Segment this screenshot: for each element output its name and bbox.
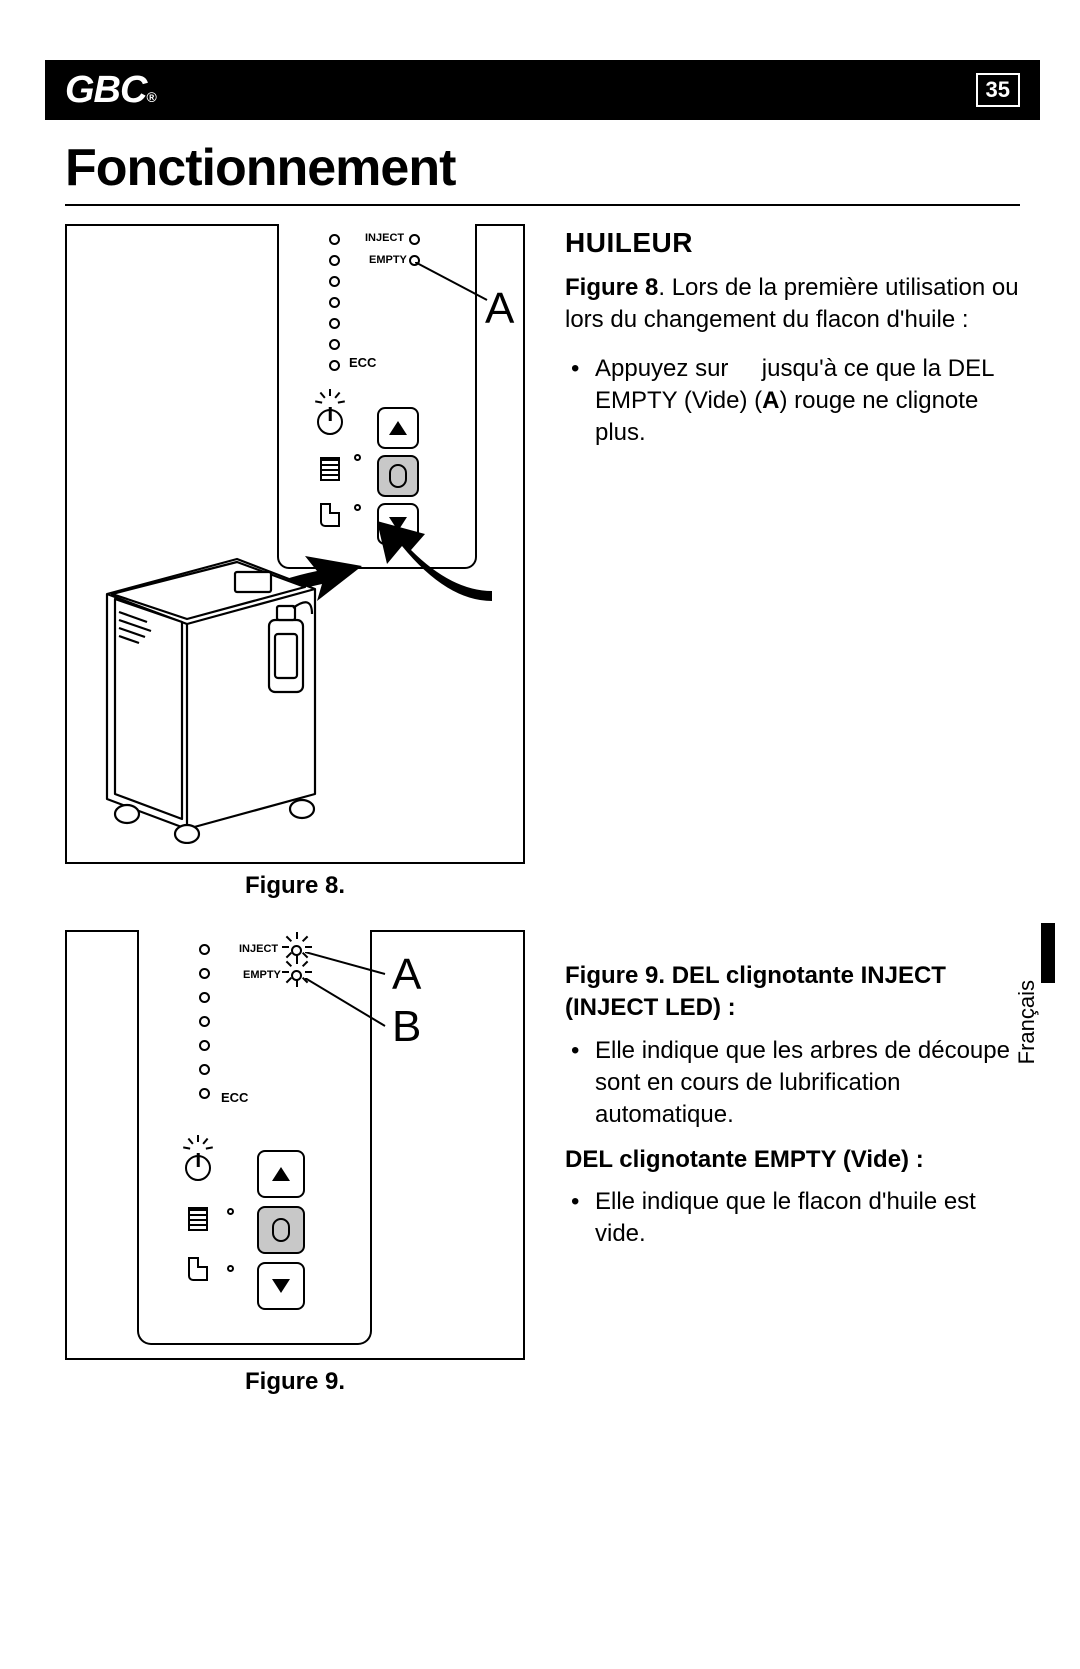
inject-led-icon bbox=[409, 234, 420, 245]
led-icon bbox=[199, 968, 210, 979]
led-icon bbox=[199, 992, 210, 1003]
list-item: Appuyez sur jusqu'à ce que la DEL EMPTY … bbox=[595, 353, 1020, 450]
zero-button[interactable] bbox=[257, 1206, 305, 1254]
arrow-icon bbox=[347, 516, 497, 606]
indicator-dot bbox=[227, 1208, 234, 1215]
paper-count-icon bbox=[188, 1207, 208, 1231]
title-rule bbox=[65, 204, 1020, 206]
led-icon bbox=[199, 1040, 210, 1051]
figure-9-box: INJECT EMPTY bbox=[65, 930, 525, 1360]
language-tab: Français bbox=[1014, 980, 1040, 1064]
callout-a: A bbox=[485, 284, 514, 334]
figure-8-caption: Figure 8. bbox=[65, 872, 525, 900]
led-icon bbox=[199, 1064, 210, 1075]
led-icon bbox=[329, 318, 340, 329]
up-button[interactable] bbox=[377, 407, 419, 449]
callout-line bbox=[305, 978, 390, 1033]
led-icon bbox=[199, 1016, 210, 1027]
figure-9-caption: Figure 9. bbox=[65, 1368, 525, 1396]
led-icon bbox=[329, 297, 340, 308]
callout-a: A bbox=[392, 950, 421, 1000]
indicator-dot bbox=[354, 454, 361, 461]
ecc-label: ECC bbox=[221, 1090, 248, 1105]
brand-logo: GBC® bbox=[65, 69, 156, 112]
led-icon bbox=[329, 360, 340, 371]
page-icon bbox=[188, 1257, 208, 1281]
up-button[interactable] bbox=[257, 1150, 305, 1198]
indicator-dot bbox=[354, 504, 361, 511]
power-icon bbox=[317, 409, 343, 435]
empty-label: EMPTY bbox=[369, 254, 407, 266]
led-icon bbox=[329, 339, 340, 350]
led-icon bbox=[329, 276, 340, 287]
ecc-label: ECC bbox=[349, 355, 376, 370]
inject-label: INJECT bbox=[239, 943, 278, 955]
section-heading: HUILEUR bbox=[565, 224, 1020, 262]
inject-label: INJECT bbox=[365, 232, 404, 244]
fig8-intro: Figure 8. Lors de la première utilisatio… bbox=[565, 272, 1020, 337]
down-button[interactable] bbox=[257, 1262, 305, 1310]
page-number: 35 bbox=[976, 73, 1020, 107]
list-item: Elle indique que le flacon d'huile est v… bbox=[595, 1186, 1020, 1251]
led-icon bbox=[199, 1088, 210, 1099]
figure-8-box: INJECT EMPTY ECC bbox=[65, 224, 525, 864]
indicator-dot bbox=[227, 1265, 234, 1272]
header-banner: GBC® 35 bbox=[45, 60, 1040, 120]
empty-heading: DEL clignotante EMPTY (Vide) : bbox=[565, 1144, 1020, 1176]
language-tab-bar bbox=[1041, 923, 1055, 983]
empty-label: EMPTY bbox=[243, 969, 281, 981]
led-icon bbox=[199, 944, 210, 955]
shredder-illustration bbox=[87, 524, 337, 844]
page-title: Fonctionnement bbox=[65, 138, 1020, 198]
callout-b: B bbox=[392, 1002, 421, 1052]
fig9-heading: Figure 9. DEL clignotante INJECT (INJECT… bbox=[565, 960, 1020, 1025]
list-item: Elle indique que les arbres de découpe s… bbox=[595, 1035, 1020, 1132]
power-icon bbox=[185, 1155, 211, 1181]
led-icon bbox=[329, 255, 340, 266]
paper-count-icon bbox=[320, 457, 340, 481]
led-icon bbox=[329, 234, 340, 245]
callout-line bbox=[415, 262, 495, 312]
zero-button[interactable] bbox=[377, 455, 419, 497]
